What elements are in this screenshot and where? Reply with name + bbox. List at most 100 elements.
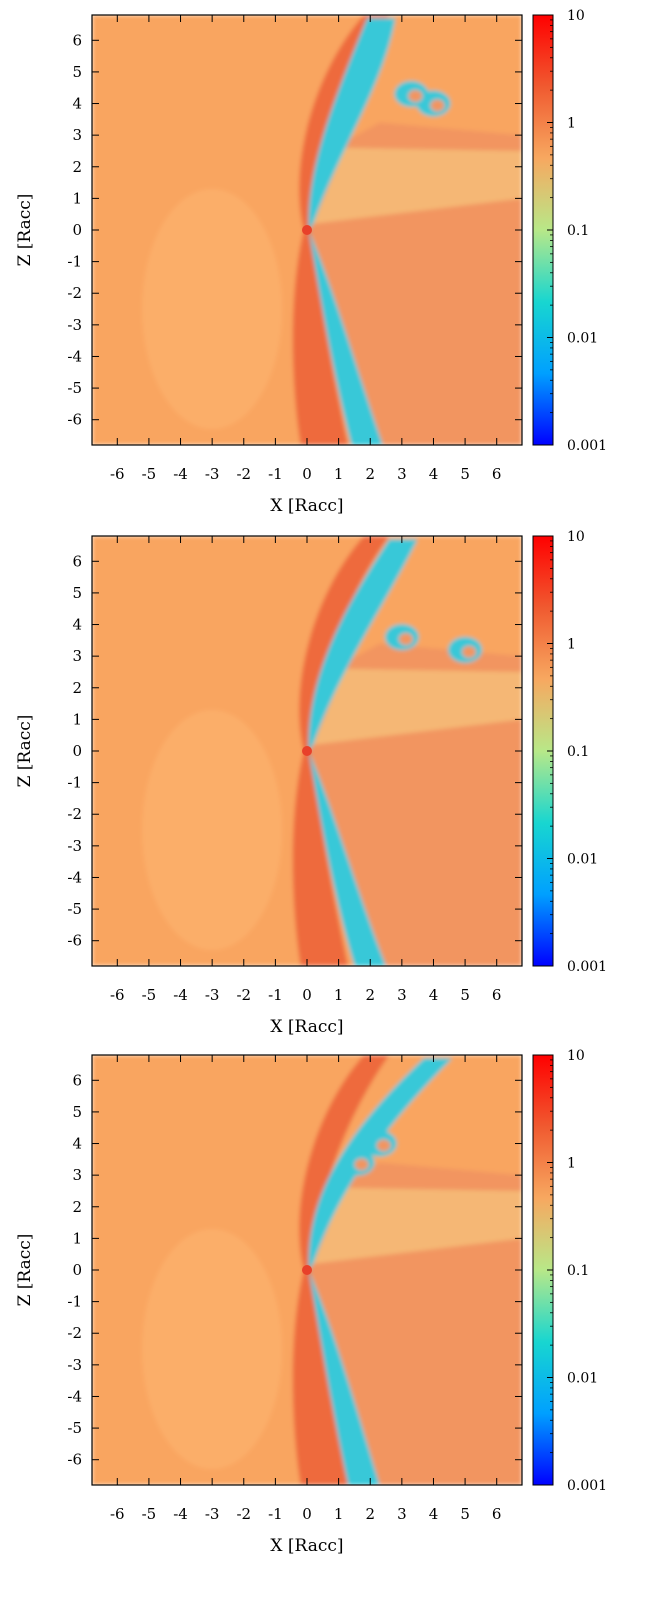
y-axis-label: Z [Racc]: [15, 194, 35, 267]
x-tick-label: 0: [302, 986, 312, 1004]
colorbar-tick-label: 0.01: [567, 1371, 598, 1387]
upstream-region: [142, 1229, 283, 1470]
x-tick-label: 4: [429, 465, 439, 483]
colorbar-tick-label: 0.001: [567, 438, 607, 454]
y-tick-label: -1: [67, 1293, 82, 1311]
density-field: [92, 1055, 522, 1485]
y-tick-label: 6: [72, 31, 82, 49]
y-tick-label: 5: [72, 1103, 82, 1121]
bow-shock-upper: [299, 1055, 390, 1270]
x-tick-label: -1: [268, 465, 283, 483]
x-tick-label: -4: [173, 1505, 188, 1523]
x-tick-label: 2: [365, 465, 375, 483]
x-tick-label: 6: [492, 465, 502, 483]
y-tick-label: 3: [72, 1166, 82, 1184]
x-tick-label: 5: [460, 465, 470, 483]
colorbar-tick-label: 1: [567, 637, 576, 653]
bow-shock-upper: [299, 15, 390, 230]
upstream-region: [142, 189, 283, 430]
colorbar-tick-label: 0.1: [567, 223, 589, 239]
y-tick-label: -2: [67, 1324, 82, 1342]
y-tick-label: 0: [72, 221, 82, 239]
vortex-core-2: [462, 645, 477, 658]
bow-shock-lower: [292, 751, 349, 966]
shocked-band: [313, 1187, 522, 1264]
colorbar-tick-label: 10: [567, 1048, 585, 1064]
y-tick-label: 6: [72, 1071, 82, 1089]
x-tick-label: -6: [110, 986, 125, 1004]
y-tick-label: -6: [67, 411, 82, 429]
x-tick-label: -2: [236, 986, 251, 1004]
x-axis-label: X [Racc]: [270, 1017, 343, 1037]
bow-shock-upper: [299, 536, 390, 751]
colorbar-tick-label: 0.1: [567, 744, 589, 760]
y-tick-label: 3: [72, 126, 82, 144]
y-tick-label: 4: [72, 1135, 82, 1153]
colorbar-tick-label: 0.1: [567, 1263, 589, 1279]
x-tick-label: -4: [173, 986, 188, 1004]
panel-middle: -6 -5 -4 -3 -2 -1 0 1 2 3 4 5 66543210-1-2-3-4-5-6X …: [15, 529, 607, 1037]
y-axis-label: Z [Racc]: [15, 1234, 35, 1307]
vortex-core-2: [408, 90, 423, 103]
colorbar-tick-label: 0.001: [567, 959, 607, 975]
stagnation-point: [302, 225, 312, 235]
x-axis-label: X [Racc]: [270, 496, 343, 516]
colorbar: 10 1 0.1 0.01 0.001: [532, 8, 607, 454]
y-tick-label: -2: [67, 284, 82, 302]
y-tick-label: -3: [67, 1356, 82, 1374]
y-tick-label: 5: [72, 584, 82, 602]
colorbar-tick-label: 1: [567, 1156, 576, 1172]
stagnation-point: [302, 1265, 312, 1275]
y-axis-label: Z [Racc]: [15, 715, 35, 788]
y-tick-label: 0: [72, 1261, 82, 1279]
y-tick-label: 1: [72, 710, 82, 728]
vortex-core-1: [376, 1139, 391, 1152]
x-tick-label: -1: [268, 986, 283, 1004]
x-tick-label: 2: [365, 986, 375, 1004]
y-tick-label: -5: [67, 379, 82, 397]
lower-wake: [308, 1270, 380, 1485]
y-tick-label: -6: [67, 932, 82, 950]
colorbar-tick-label: 10: [567, 8, 585, 24]
bow-shock-lower: [292, 1270, 349, 1485]
x-axis-label: X [Racc]: [270, 1536, 343, 1556]
colorbar: 10 1 0.1 0.01 0.001: [532, 529, 607, 975]
shocked-band: [313, 147, 522, 224]
vortex-core-2: [354, 1158, 369, 1171]
colorbar-tick-label: 1: [567, 116, 576, 132]
y-tick-label: -6: [67, 1451, 82, 1469]
y-tick-label: -4: [67, 868, 82, 886]
x-tick-label: -1: [268, 1505, 283, 1523]
density-field: [92, 536, 522, 966]
colorbar: 10 1 0.1 0.01 0.001: [532, 1048, 607, 1494]
x-tick-label: 6: [492, 1505, 502, 1523]
lower-wake: [308, 230, 383, 445]
x-tick-label: -3: [205, 465, 220, 483]
y-tick-label: -4: [67, 1387, 82, 1405]
y-tick-label: 5: [72, 63, 82, 81]
y-tick-label: -5: [67, 900, 82, 918]
x-tick-label: 4: [429, 1505, 439, 1523]
x-tick-label: 4: [429, 986, 439, 1004]
x-tick-label: -5: [142, 465, 157, 483]
y-tick-label: 2: [72, 1198, 82, 1216]
y-tick-label: -5: [67, 1419, 82, 1437]
lower-wake: [308, 751, 386, 966]
x-tick-label: 3: [397, 1505, 407, 1523]
x-tick-label: -2: [236, 465, 251, 483]
upstream-region: [142, 710, 283, 951]
x-tick-label: 5: [460, 1505, 470, 1523]
x-tick-label: -4: [173, 465, 188, 483]
panel-bottom: -6 -5 -4 -3 -2 -1 0 1 2 3 4 5 66543210-1-2-3-4-5-6X …: [15, 1048, 607, 1556]
x-tick-label: -5: [142, 1505, 157, 1523]
x-tick-label: 3: [397, 986, 407, 1004]
upper-jet: [308, 1058, 453, 1270]
y-tick-label: -3: [67, 316, 82, 334]
y-tick-label: 2: [72, 158, 82, 176]
x-tick-label: 1: [334, 986, 344, 1004]
shocked-band: [313, 668, 522, 745]
x-tick-label: 5: [460, 986, 470, 1004]
x-tick-label: -3: [205, 1505, 220, 1523]
x-tick-label: 1: [334, 1505, 344, 1523]
colorbar-tick-label: 0.01: [567, 852, 598, 868]
